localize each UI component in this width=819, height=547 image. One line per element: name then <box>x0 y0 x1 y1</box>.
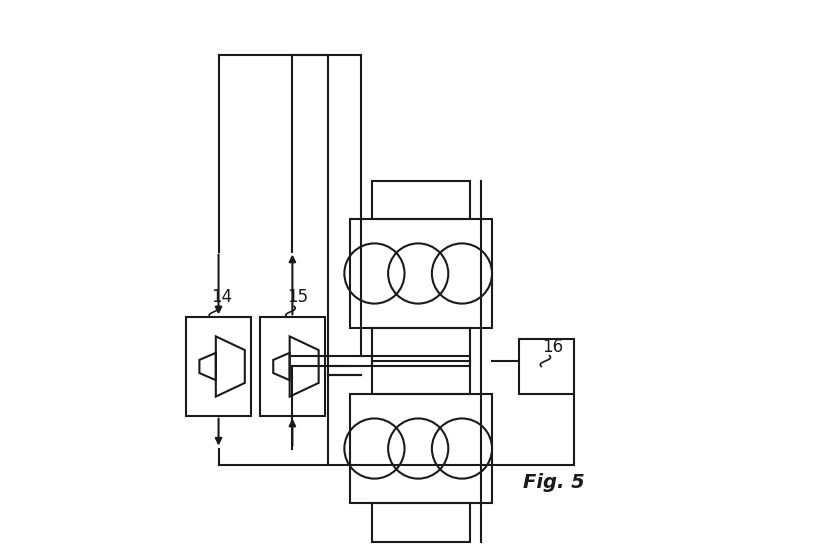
Bar <box>350 219 491 328</box>
Bar <box>371 328 469 366</box>
Bar <box>260 317 325 416</box>
Bar <box>350 394 491 503</box>
Text: 15: 15 <box>287 288 308 306</box>
Bar <box>185 317 251 416</box>
Bar <box>371 356 469 394</box>
Text: 14: 14 <box>210 288 232 306</box>
Text: 16: 16 <box>541 337 562 356</box>
Bar <box>371 181 469 219</box>
Text: Fig. 5: Fig. 5 <box>523 473 584 492</box>
Bar <box>371 503 469 542</box>
Bar <box>518 339 573 394</box>
